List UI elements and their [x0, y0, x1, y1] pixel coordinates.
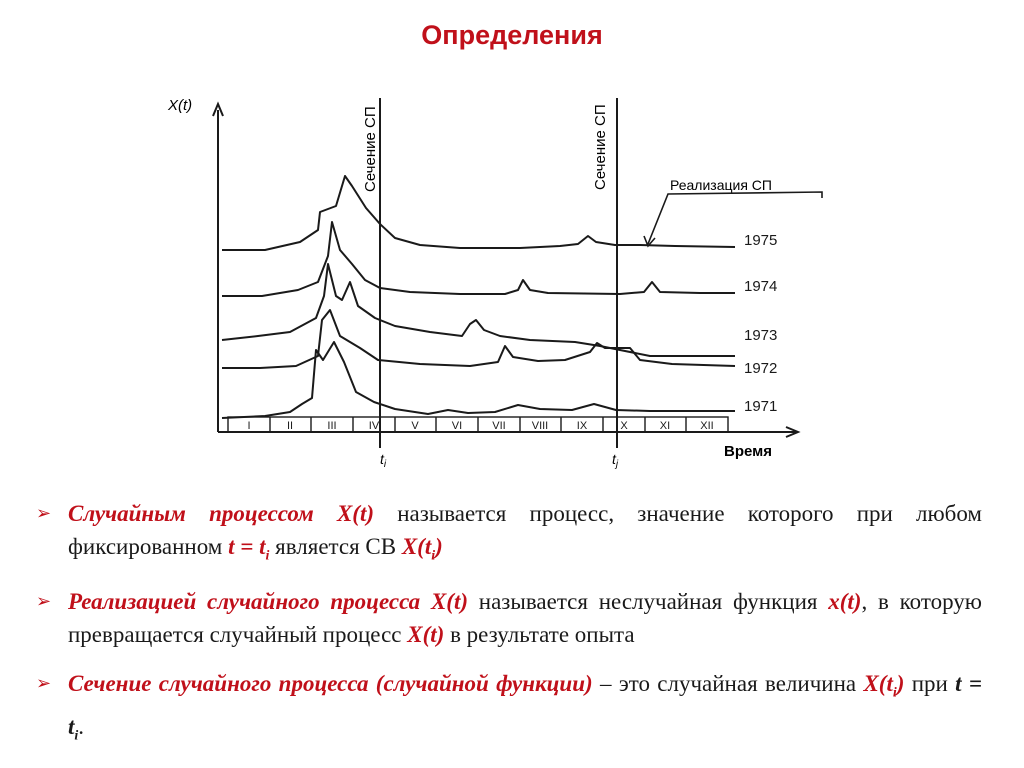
definition-text: – это случайная величина	[592, 671, 864, 696]
realization-curve-1974	[222, 221, 735, 297]
month-label: XI	[660, 420, 670, 432]
bullet-arrow-icon: ➢	[36, 591, 52, 612]
realization-pointer	[643, 191, 823, 248]
symbol: t = ti	[228, 534, 270, 564]
realization-curve-1975	[222, 175, 736, 251]
year-label-1973: 1973	[744, 327, 777, 344]
definition-section: ➢ Сечение случайного процесса (случайной…	[36, 667, 982, 752]
section-mark-i: ti	[380, 451, 387, 470]
term-random-process: Случайным процессом X(t)	[68, 501, 375, 526]
y-axis-arrow	[212, 101, 224, 117]
month-label: IV	[369, 420, 380, 432]
month-strip	[227, 416, 729, 433]
section-lines	[379, 98, 618, 448]
symbol: X(ti)	[401, 534, 443, 564]
month-label: IX	[577, 420, 588, 432]
definition-text: , в которую превращается случайный проце…	[68, 589, 982, 647]
term-section: Сечение случайного процесса (случайной ф…	[68, 671, 593, 696]
year-label-1975: 1975	[744, 232, 777, 249]
month-label: XII	[700, 420, 713, 432]
year-label-1972: 1972	[744, 360, 777, 377]
month-label: X	[620, 420, 628, 432]
axes	[212, 101, 801, 438]
symbol: x(t)	[828, 589, 862, 614]
definition-text: .	[78, 713, 85, 739]
definition-text: в результате опыта	[444, 622, 635, 647]
definition-text: называется неслучайная функция	[468, 589, 829, 614]
realization-curve-1973	[221, 263, 735, 357]
x-axis-arrow	[785, 426, 801, 438]
process-realizations-figure: X(t) Время I II III IV V VI VII VIII IX …	[167, 97, 823, 470]
y-axis-label: X(t)	[167, 97, 192, 114]
definition-realization: ➢ Реализацией случайного процесса X(t) н…	[36, 585, 982, 651]
definition-random-process: ➢ Случайным процессом X(t) называется пр…	[36, 497, 982, 573]
month-label: VIII	[532, 420, 549, 432]
section-label-j: Сечение СП	[592, 104, 609, 190]
bullet-arrow-icon: ➢	[36, 673, 52, 694]
month-label: III	[327, 420, 336, 432]
year-label-1974: 1974	[744, 278, 777, 295]
definition-text: является СВ	[269, 534, 402, 559]
realization-curve-1972	[222, 309, 736, 369]
symbol: X(ti)	[863, 671, 905, 701]
x-axis-label: Время	[724, 443, 772, 460]
section-mark-j: tj	[612, 451, 619, 470]
realization-curve-1971	[221, 341, 735, 419]
year-label-1971: 1971	[744, 398, 777, 415]
realization-label: Реализация СП	[670, 177, 772, 193]
symbol: X(t)	[407, 622, 445, 647]
month-label: VI	[452, 420, 462, 432]
month-label: I	[247, 420, 250, 432]
definition-text: называется процесс, значение которого пр…	[68, 501, 982, 559]
definition-text: при	[904, 671, 956, 696]
symbol: t = ti	[68, 671, 982, 744]
month-label: II	[287, 420, 293, 432]
term-realization: Реализацией случайного процесса X(t)	[68, 589, 469, 614]
section-label-i: Сечение СП	[362, 106, 379, 192]
slide-title: Определения	[421, 20, 603, 50]
month-label: VII	[492, 420, 505, 432]
bullet-arrow-icon: ➢	[36, 503, 52, 524]
month-label: V	[411, 420, 419, 432]
